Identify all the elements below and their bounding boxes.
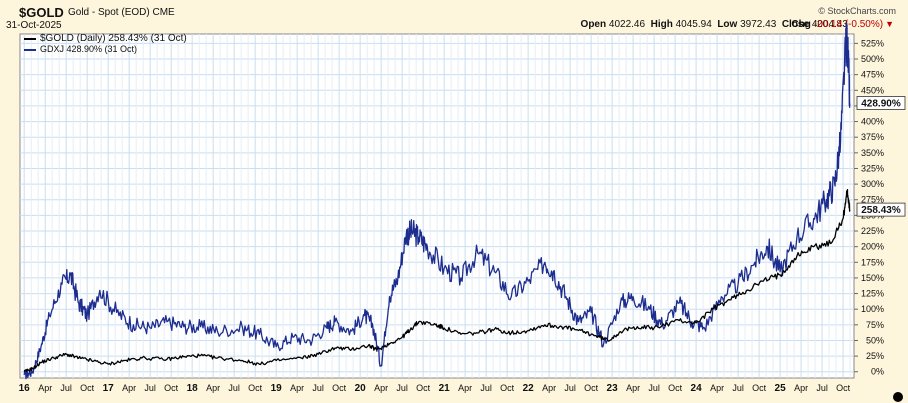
y-tick-label: 100% (861, 304, 884, 314)
y-tick-label: 450% (861, 85, 884, 95)
chg-label: Chg (791, 19, 811, 30)
x-tick-label: Oct (668, 383, 683, 393)
gold-series-line[interactable] (23, 188, 851, 373)
y-tick-label: 75% (866, 320, 884, 330)
x-tick-label: Oct (80, 383, 95, 393)
y-tick-label: 350% (861, 148, 884, 158)
x-tick-label: 24 (691, 383, 703, 394)
scroll-handle-icon[interactable] (893, 392, 903, 402)
close-label: Close (781, 19, 810, 30)
low-value: 3972.43 (740, 19, 777, 30)
x-tick-label: Jul (732, 383, 744, 393)
x-tick-label: Jul (480, 383, 492, 393)
x-tick-label: Apr (38, 383, 52, 393)
brand-watermark[interactable]: © StockCharts.com (818, 6, 896, 16)
x-tick-label: Jul (312, 383, 324, 393)
x-tick-label: Apr (374, 383, 388, 393)
symbol-title: $GOLD (19, 5, 64, 20)
x-tick-label: Apr (206, 383, 220, 393)
x-tick-label: Apr (542, 383, 556, 393)
symbol-description: Gold - Spot (EOD) CME (68, 7, 175, 18)
y-tick-label: 275% (861, 195, 884, 205)
change-readout: Chg -20.18 (-0.50%) ▼ (791, 19, 894, 30)
gold-swatch (24, 37, 36, 40)
bottom-scroll-area[interactable] (0, 389, 908, 403)
legend-gdxj: GDXJ 428.90% (31 Oct) (40, 44, 138, 54)
x-tick-label: 19 (271, 383, 283, 394)
ohlc-readout: Open 4022.46 High 4045.94 Low 3972.43 Cl… (581, 19, 848, 30)
x-tick-label: Apr (710, 383, 724, 393)
x-tick-label: Oct (836, 383, 851, 393)
x-tick-label: Apr (794, 383, 808, 393)
x-tick-label: 16 (19, 383, 31, 394)
y-tick-label: 300% (861, 179, 884, 189)
x-tick-label: Jul (564, 383, 576, 393)
gdxj-series-line[interactable] (23, 22, 851, 380)
y-tick-label: 25% (866, 351, 884, 361)
high-label: High (650, 19, 673, 30)
y-tick-label: 475% (861, 70, 884, 80)
close-value: 4004.43 (811, 19, 848, 30)
open-value: 4022.46 (608, 19, 646, 30)
chart-header: $GOLD Gold - Spot (EOD) CME 31-Oct-2025 … (0, 0, 908, 34)
x-tick-label: Apr (122, 383, 136, 393)
chg-value: -20.18 (-0.50%) (813, 19, 884, 30)
x-tick-label: 22 (523, 383, 535, 394)
y-tick-label: 0% (871, 367, 884, 377)
x-tick-label: 17 (103, 383, 115, 394)
x-tick-label: Jul (144, 383, 156, 393)
y-tick-label: 225% (861, 226, 884, 236)
x-tick-label: 20 (355, 383, 367, 394)
down-triangle-icon: ▼ (885, 19, 894, 29)
y-tick-label: 375% (861, 132, 884, 142)
x-tick-label: Jul (228, 383, 240, 393)
x-tick-label: 21 (439, 383, 451, 394)
last-value-label: 258.43% (861, 205, 901, 216)
x-tick-label: Oct (164, 383, 179, 393)
x-tick-label: Oct (248, 383, 263, 393)
x-tick-label: 25 (775, 383, 787, 394)
y-tick-label: 325% (861, 163, 884, 173)
x-tick-label: Apr (626, 383, 640, 393)
chart-legend: $GOLD (Daily) 258.43% (31 Oct) GDXJ 428.… (24, 33, 187, 55)
x-tick-label: Jul (396, 383, 408, 393)
y-tick-label: 175% (861, 257, 884, 267)
x-tick-label: 23 (607, 383, 619, 394)
x-tick-label: Jul (816, 383, 828, 393)
last-value-tag (856, 96, 906, 110)
chart-date: 31-Oct-2025 (6, 20, 62, 31)
y-tick-label: 400% (861, 117, 884, 127)
x-tick-label: Apr (458, 383, 472, 393)
x-tick-label: Jul (60, 383, 72, 393)
y-tick-label: 500% (861, 54, 884, 64)
x-tick-label: Apr (290, 383, 304, 393)
x-tick-label: Oct (500, 383, 515, 393)
x-tick-label: 18 (187, 383, 199, 394)
gdxj-swatch (24, 48, 36, 51)
y-tick-label: 50% (866, 335, 884, 345)
x-tick-label: Jul (648, 383, 660, 393)
y-tick-label: 525% (861, 38, 884, 48)
last-value-tag (856, 202, 906, 217)
x-tick-label: Oct (752, 383, 767, 393)
high-value: 4045.94 (675, 19, 712, 30)
y-tick-label: 200% (861, 242, 884, 252)
open-label: Open (580, 19, 607, 30)
legend-gold: $GOLD (Daily) 258.43% (31 Oct) (40, 33, 187, 44)
y-tick-label: 150% (861, 273, 884, 283)
y-tick-label: 125% (861, 289, 884, 299)
last-value-label: 428.90% (861, 98, 901, 109)
x-tick-label: Oct (584, 383, 599, 393)
x-tick-label: Oct (416, 383, 431, 393)
x-tick-label: Oct (332, 383, 347, 393)
low-label: Low (717, 19, 738, 30)
